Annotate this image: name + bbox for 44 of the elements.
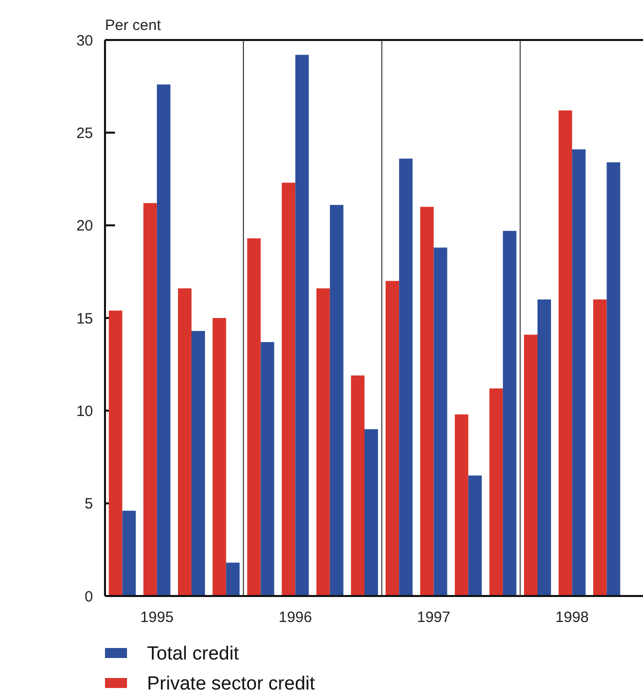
bar (260, 342, 274, 596)
bar (468, 476, 482, 596)
legend-label: Total credit (147, 644, 240, 665)
bar (192, 330, 205, 596)
x-tick-label: 1995 (140, 609, 174, 626)
y-tick-label: 10 (76, 402, 93, 420)
bar (122, 510, 136, 596)
bar (108, 310, 122, 596)
bar (226, 562, 240, 596)
legend-label: Private sector credit (147, 674, 316, 695)
bar (489, 388, 503, 596)
bar (247, 238, 261, 596)
y-tick-label: 20 (76, 218, 93, 235)
bar (282, 182, 296, 596)
bar (538, 299, 551, 596)
bar (316, 288, 330, 596)
bar (502, 230, 516, 596)
bar (295, 54, 309, 596)
bar (593, 299, 607, 596)
y-tick-label: 0 (84, 588, 93, 606)
x-tick-label: 1996 (278, 609, 312, 626)
y-tick-label: 5 (84, 496, 93, 513)
bar (386, 280, 400, 596)
x-tick-label: 1997 (417, 609, 450, 626)
bar (364, 429, 378, 596)
bar (330, 204, 344, 596)
bar (572, 149, 586, 596)
y-tick-label: 30 (76, 32, 93, 50)
y-axis-title: Per cent (105, 17, 162, 34)
bar (143, 203, 157, 596)
bar (351, 375, 364, 596)
bar (606, 162, 620, 596)
bar (420, 206, 434, 596)
y-tick-label: 15 (76, 310, 93, 328)
bar (156, 84, 170, 596)
x-tick-label: 1998 (555, 609, 589, 626)
bar (212, 318, 226, 596)
bar (454, 414, 468, 596)
bar (178, 288, 192, 596)
bar (558, 110, 572, 596)
bar (399, 158, 413, 596)
bar (524, 334, 538, 596)
bar (434, 248, 448, 596)
y-tick-label: 25 (76, 124, 93, 142)
